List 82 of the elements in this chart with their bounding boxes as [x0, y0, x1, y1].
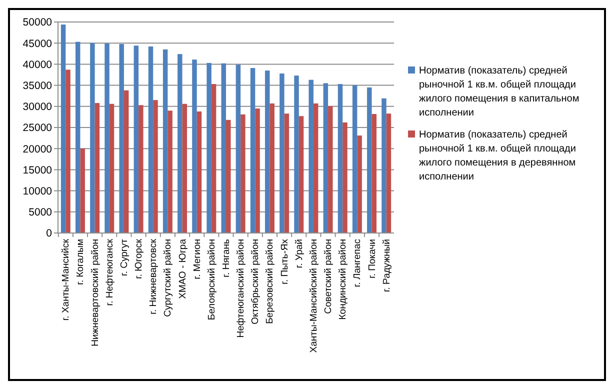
bar	[109, 104, 114, 233]
legend-label: Норматив (показатель) средней рыночной 1 кв.м. общей площади жилого помещения в деревянном исполнении	[419, 130, 576, 182]
y-tick-label: 10000	[22, 185, 52, 198]
x-tick-label: г. Радужный	[381, 239, 392, 292]
y-tick-label: 25000	[22, 122, 52, 134]
bar	[104, 44, 110, 233]
bar	[264, 70, 270, 233]
bar	[240, 114, 246, 233]
bar	[94, 103, 100, 233]
bar	[206, 62, 212, 233]
bar	[196, 111, 202, 233]
y-tick-label: 0	[46, 228, 52, 240]
bar	[182, 104, 188, 233]
legend-label: Норматив (показатель) средней рыночной 1 кв.м. общей площади жилого помещения в капитальном исполнении	[419, 66, 580, 118]
bar	[134, 46, 139, 233]
x-tick-label: Нижневартовский район	[90, 239, 101, 346]
y-tick-label: 35000	[22, 80, 52, 92]
x-tick-label: Советский район	[323, 239, 334, 314]
bar	[308, 80, 314, 233]
x-tick-label: г. Нижневартовск	[148, 238, 160, 314]
bar	[60, 24, 66, 233]
x-tick-label: г. Покачи	[366, 239, 378, 278]
x-tick-label: Кондинский район	[338, 239, 349, 320]
x-tick-label: г. Мегион	[192, 239, 203, 280]
bar	[221, 63, 226, 233]
bar	[153, 100, 158, 233]
x-tick-label: г. Югорск	[134, 238, 145, 279]
bar	[270, 103, 274, 233]
y-tick-label: 45000	[22, 38, 52, 50]
bar	[236, 64, 241, 233]
bar	[90, 43, 95, 233]
bar	[280, 73, 284, 233]
x-tick-label: г. Урай	[294, 239, 305, 268]
bar	[75, 42, 80, 233]
x-tick-label: г. Сургут	[118, 238, 130, 276]
x-tick-label: г. Ханты-Мансийск	[60, 238, 72, 321]
bar	[342, 122, 348, 233]
bar	[226, 120, 231, 233]
x-tick-label: г. Нефтеюганск	[104, 238, 116, 306]
bar	[192, 60, 197, 233]
bar	[386, 114, 392, 233]
bar	[313, 103, 318, 233]
x-tick-label: г. Когалым	[75, 239, 86, 285]
bar	[162, 49, 168, 233]
bar	[66, 70, 70, 233]
bar	[328, 106, 333, 233]
bar	[138, 105, 144, 233]
x-tick-label: г. Нягань	[221, 238, 232, 278]
x-tick-label: Березовский район	[264, 239, 276, 324]
x-tick-label: г. Пыть-Ях	[279, 238, 290, 284]
bar	[367, 87, 372, 233]
x-tick-label: Сургутский район	[162, 239, 174, 317]
x-tick-label: Ханты-Мансийский район	[308, 239, 320, 353]
bar	[338, 84, 343, 233]
bar	[178, 54, 182, 233]
bar	[124, 90, 129, 233]
bar	[250, 68, 256, 233]
bar	[211, 84, 216, 233]
x-tick-label: ХМАО - Югра	[177, 238, 188, 299]
bar	[294, 76, 299, 233]
bar	[372, 114, 377, 233]
bar	[255, 108, 260, 233]
y-tick-label: 20000	[22, 143, 52, 156]
bar	[148, 46, 154, 233]
bar	[119, 44, 124, 233]
bar	[80, 148, 85, 233]
bar	[357, 136, 362, 233]
y-tick-label: 5000	[28, 206, 52, 219]
x-tick-label: Белоярский район	[206, 239, 218, 320]
bar	[298, 116, 304, 233]
x-tick-label: г. Лангепас	[352, 238, 364, 288]
bar	[168, 110, 172, 233]
bar	[382, 98, 386, 233]
y-tick-label: 30000	[22, 101, 52, 114]
y-tick-label: 15000	[22, 164, 52, 176]
x-tick-label: Октябрьский район	[250, 239, 262, 324]
x-tick-label: Нефтеюганский район	[236, 239, 247, 338]
bar	[323, 83, 328, 233]
y-tick-label: 50000	[22, 16, 52, 29]
bar	[284, 114, 290, 233]
y-tick-label: 40000	[22, 58, 52, 71]
bar	[352, 85, 358, 233]
